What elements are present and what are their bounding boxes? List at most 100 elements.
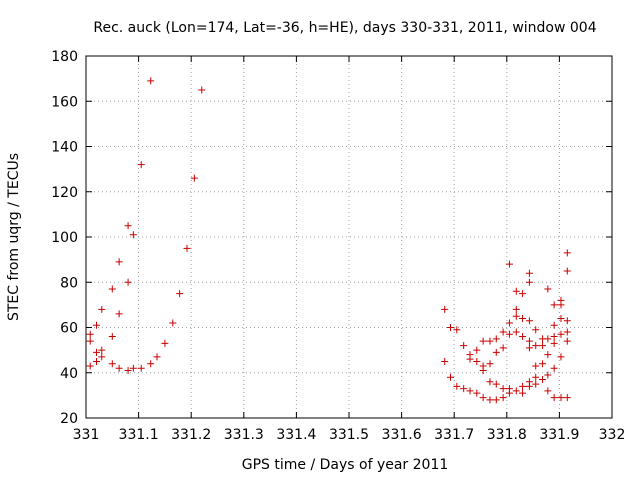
data-point — [519, 382, 527, 390]
data-point — [525, 278, 533, 286]
data-point — [441, 357, 449, 365]
x-tick-labels: 331 331.1 331.2 331.3 331.4 331.5 331.6 331.7 33… — [73, 427, 626, 443]
data-point — [505, 330, 513, 338]
data-point — [98, 353, 106, 361]
data-point — [137, 161, 145, 169]
data-point — [492, 396, 500, 404]
y-tick-label: 140 — [51, 140, 78, 156]
data-point — [447, 373, 455, 381]
data-point — [557, 353, 565, 361]
data-point — [108, 333, 116, 341]
y-tick-label: 100 — [51, 230, 78, 246]
data-point — [486, 360, 494, 368]
data-point — [532, 362, 540, 370]
data-point — [512, 312, 520, 320]
data-point — [453, 326, 461, 334]
data-point — [473, 389, 481, 397]
y-tick-label: 180 — [51, 49, 78, 65]
data-point — [525, 382, 533, 390]
data-point — [550, 339, 558, 347]
data-points — [86, 77, 571, 404]
y-tick-labels: 20 40 60 80 100 120 140 160 180 — [51, 49, 78, 427]
data-point — [557, 330, 565, 338]
x-tick-label: 331.6 — [382, 427, 422, 443]
data-point — [147, 77, 155, 85]
data-point — [544, 335, 552, 343]
data-point — [86, 337, 94, 345]
data-point — [460, 342, 468, 350]
data-point — [441, 305, 449, 313]
data-point — [466, 355, 474, 363]
data-point — [473, 346, 481, 354]
x-tick-label: 331.1 — [119, 427, 159, 443]
data-point — [557, 301, 565, 309]
data-point — [137, 364, 145, 372]
y-tick-label: 20 — [60, 411, 78, 427]
data-point — [115, 364, 123, 372]
data-point — [93, 357, 101, 365]
data-point — [550, 321, 558, 329]
data-point — [563, 317, 571, 325]
data-point — [519, 314, 527, 322]
data-point — [519, 290, 527, 298]
data-point — [532, 373, 540, 381]
data-point — [563, 328, 571, 336]
data-point — [539, 376, 547, 384]
data-point — [190, 174, 198, 182]
data-point — [86, 362, 94, 370]
data-point — [550, 301, 558, 309]
data-point — [183, 244, 191, 252]
data-point — [161, 339, 169, 347]
data-point — [98, 305, 106, 313]
data-point — [108, 285, 116, 293]
data-point — [563, 394, 571, 402]
data-point — [505, 389, 513, 397]
data-point — [557, 314, 565, 322]
data-point — [499, 328, 507, 336]
data-point — [198, 86, 206, 94]
data-point — [115, 310, 123, 318]
data-point — [124, 366, 132, 374]
x-tick-label: 331.8 — [487, 427, 527, 443]
data-point — [86, 330, 94, 338]
y-tick-label: 60 — [60, 321, 78, 337]
data-point — [115, 258, 123, 266]
data-point — [544, 351, 552, 359]
data-point — [519, 389, 527, 397]
y-tick-label: 80 — [60, 275, 78, 291]
data-point — [479, 337, 487, 345]
data-point — [492, 335, 500, 343]
data-point — [505, 319, 513, 327]
chart-title: Rec. auck (Lon=174, Lat=-36, h=HE), days… — [93, 20, 596, 36]
data-point — [124, 222, 132, 230]
data-point — [550, 333, 558, 341]
x-axis-title: GPS time / Days of year 2011 — [242, 457, 449, 473]
data-point — [525, 344, 533, 352]
data-point — [544, 285, 552, 293]
data-point — [563, 249, 571, 257]
plot-frame — [85, 55, 613, 419]
x-tick-label: 331.5 — [329, 427, 369, 443]
y-tick-label: 160 — [51, 94, 78, 110]
data-point — [563, 267, 571, 275]
data-point — [563, 337, 571, 345]
data-point — [153, 353, 161, 361]
data-point — [550, 364, 558, 372]
data-point — [532, 380, 540, 388]
data-point — [512, 387, 520, 395]
data-point — [499, 344, 507, 352]
data-point — [492, 380, 500, 388]
x-tick-label: 331.2 — [171, 427, 211, 443]
data-point — [98, 346, 106, 354]
x-tick-label: 331.4 — [276, 427, 316, 443]
data-point — [124, 278, 132, 286]
data-point — [460, 385, 468, 393]
data-point — [93, 321, 101, 329]
y-axis-title: STEC from uqrg / TECUs — [6, 153, 22, 321]
data-point — [544, 387, 552, 395]
data-point — [512, 287, 520, 295]
data-point — [532, 342, 540, 350]
y-tick-label: 120 — [51, 185, 78, 201]
data-point — [466, 387, 474, 395]
data-point — [453, 382, 461, 390]
